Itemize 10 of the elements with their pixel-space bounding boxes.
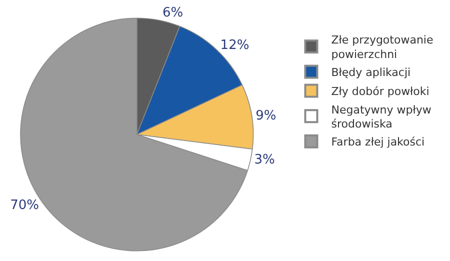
legend-label: Zły dobór powłoki xyxy=(331,85,430,98)
legend-label: Błędy aplikacji xyxy=(331,66,411,80)
data-label: 9% xyxy=(256,108,276,124)
data-label: 3% xyxy=(254,152,275,168)
data-label: 70% xyxy=(10,198,39,213)
data-label: 12% xyxy=(220,38,250,54)
legend-label: Farba złej jakości xyxy=(331,136,425,149)
legend-label: Negatywny wpływ środowiska xyxy=(331,103,432,131)
data-label: 6% xyxy=(162,5,184,20)
legend-label: Złe przygotowanie powierzchni xyxy=(331,34,434,61)
